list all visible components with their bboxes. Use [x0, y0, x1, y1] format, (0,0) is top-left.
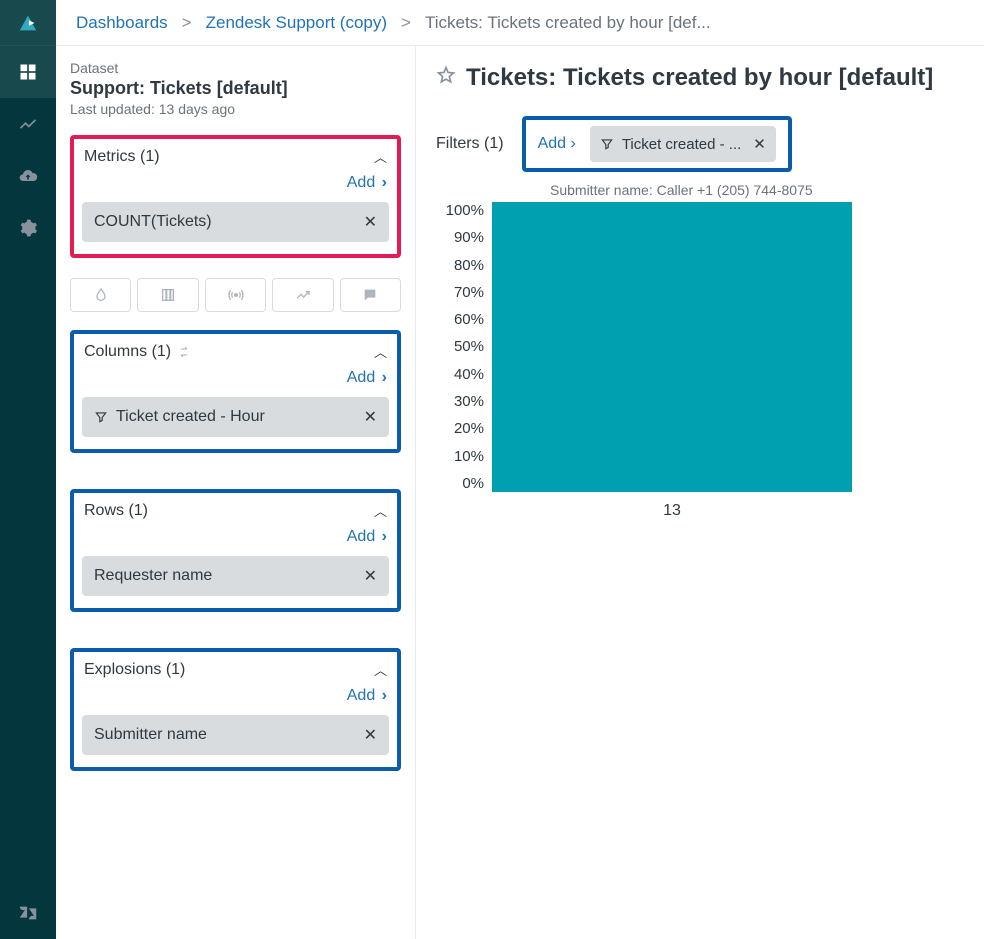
explosions-add[interactable]: Add ›: [82, 687, 389, 705]
explosions-item-label: Submitter name: [94, 726, 207, 744]
chart-xlabel: 13: [492, 502, 852, 520]
rows-item-remove[interactable]: ✕: [364, 566, 377, 586]
viz-comment[interactable]: [340, 278, 401, 312]
filter-chip-label: Ticket created - ...: [622, 136, 741, 153]
ytick: 20%: [454, 420, 484, 437]
viz-live[interactable]: [205, 278, 266, 312]
ytick: 70%: [454, 284, 484, 301]
nav-zendesk[interactable]: [0, 887, 56, 939]
ytick: 100%: [446, 202, 484, 219]
funnel-icon: [94, 410, 108, 424]
crumb-sep: >: [401, 13, 411, 33]
columns-panel: Columns (1) ︿ Add › Ticket created - Hou…: [70, 330, 401, 453]
rows-item-label: Requester name: [94, 567, 212, 585]
crumb-source[interactable]: Zendesk Support (copy): [206, 13, 387, 33]
chart-line-icon: [18, 114, 38, 134]
dataset-updated: Last updated: 13 days ago: [70, 101, 401, 117]
favorite-star[interactable]: [436, 65, 456, 91]
gear-icon: [18, 218, 38, 238]
viz-trend[interactable]: [272, 278, 333, 312]
nav-dashboards[interactable]: [0, 46, 56, 98]
explosions-collapse-icon[interactable]: ︿: [374, 660, 387, 679]
rows-add[interactable]: Add ›: [82, 528, 389, 546]
ytick: 50%: [454, 338, 484, 355]
viz-columns[interactable]: [137, 278, 198, 312]
filters-box: Add › Ticket created - ... ✕: [522, 116, 792, 172]
crumb-dashboards[interactable]: Dashboards: [76, 13, 168, 33]
explosions-item[interactable]: Submitter name ✕: [82, 715, 389, 755]
ytick: 0%: [462, 475, 484, 492]
triangle-play-icon: [17, 12, 39, 34]
funnel-icon: [600, 137, 614, 151]
metrics-item-remove[interactable]: ✕: [364, 212, 377, 232]
columns-collapse-icon[interactable]: ︿: [374, 342, 387, 361]
chart-plot: 13: [492, 202, 852, 520]
swap-icon[interactable]: [177, 345, 191, 359]
explosions-item-remove[interactable]: ✕: [364, 725, 377, 745]
breadcrumb: Dashboards > Zendesk Support (copy) > Ti…: [56, 0, 984, 46]
report-title: Tickets: Tickets created by hour [defaul…: [466, 64, 933, 92]
metrics-item[interactable]: COUNT(Tickets) ✕: [82, 202, 389, 242]
nav-settings[interactable]: [0, 202, 56, 254]
broadcast-icon: [227, 287, 245, 303]
dataset-label: Dataset: [70, 60, 401, 76]
columns-add[interactable]: Add ›: [82, 369, 389, 387]
columns-title[interactable]: Columns (1): [84, 343, 171, 361]
comment-icon: [362, 287, 378, 303]
nav-analytics[interactable]: [0, 98, 56, 150]
ytick: 80%: [454, 257, 484, 274]
ytick: 30%: [454, 393, 484, 410]
droplet-icon: [93, 287, 109, 303]
metrics-title[interactable]: Metrics (1): [84, 148, 160, 166]
metrics-panel: Metrics (1) ︿ Add › COUNT(Tickets) ✕: [70, 135, 401, 258]
ytick: 40%: [454, 366, 484, 383]
star-icon: [436, 65, 456, 85]
rows-item[interactable]: Requester name ✕: [82, 556, 389, 596]
metrics-collapse-icon[interactable]: ︿: [374, 147, 387, 166]
columns-item-label: Ticket created - Hour: [116, 408, 265, 426]
viz-drop[interactable]: [70, 278, 131, 312]
viz-type-row: [70, 278, 401, 312]
cloud-upload-icon: [18, 166, 38, 186]
nav-logo[interactable]: [0, 0, 56, 46]
nav-upload[interactable]: [0, 150, 56, 202]
crumb-current: Tickets: Tickets created by hour [def...: [425, 13, 711, 33]
chart-yaxis: 100% 90% 80% 70% 60% 50% 40% 30% 20% 10%…: [436, 202, 492, 492]
rows-title[interactable]: Rows (1): [84, 502, 148, 520]
report-area: Tickets: Tickets created by hour [defaul…: [416, 46, 984, 939]
dataset-name: Support: Tickets [default]: [70, 78, 401, 99]
ytick: 60%: [454, 311, 484, 328]
filters-add[interactable]: Add ›: [538, 135, 576, 153]
columns-icon: [160, 287, 176, 303]
metrics-item-label: COUNT(Tickets): [94, 213, 212, 231]
metrics-add[interactable]: Add ›: [82, 174, 389, 192]
zendesk-icon: [17, 902, 39, 924]
rows-collapse-icon[interactable]: ︿: [374, 501, 387, 520]
chart: 100% 90% 80% 70% 60% 50% 40% 30% 20% 10%…: [436, 202, 964, 520]
explosions-panel: Explosions (1) ︿ Add › Submitter name ✕: [70, 648, 401, 771]
filters-label: Filters (1): [436, 135, 504, 153]
trend-icon: [295, 287, 311, 303]
config-panel: Dataset Support: Tickets [default] Last …: [56, 46, 416, 939]
columns-item-remove[interactable]: ✕: [364, 407, 377, 427]
grid-icon: [18, 62, 38, 82]
columns-item[interactable]: Ticket created - Hour ✕: [82, 397, 389, 437]
chart-caption: Submitter name: Caller +1 (205) 744-8075: [436, 182, 964, 198]
ytick: 10%: [454, 448, 484, 465]
rows-panel: Rows (1) ︿ Add › Requester name ✕: [70, 489, 401, 612]
left-nav: [0, 0, 56, 939]
filter-chip-remove[interactable]: ✕: [749, 135, 766, 153]
filter-chip[interactable]: Ticket created - ... ✕: [590, 126, 776, 162]
crumb-sep: >: [182, 13, 192, 33]
ytick: 90%: [454, 229, 484, 246]
explosions-title[interactable]: Explosions (1): [84, 661, 185, 679]
chart-bar[interactable]: [492, 202, 852, 492]
